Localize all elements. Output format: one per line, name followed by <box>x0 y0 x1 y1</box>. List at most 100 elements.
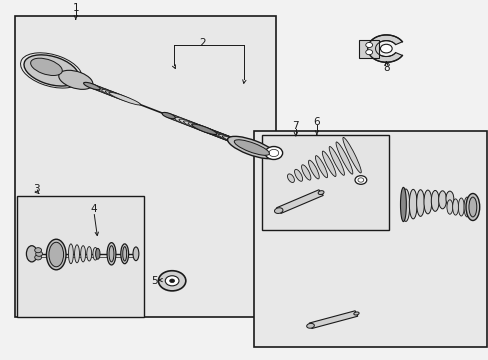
Text: 3: 3 <box>33 184 40 194</box>
Circle shape <box>268 149 278 157</box>
Ellipse shape <box>188 123 217 135</box>
Ellipse shape <box>468 197 476 217</box>
Circle shape <box>380 44 391 53</box>
Ellipse shape <box>243 144 271 156</box>
Ellipse shape <box>423 190 431 214</box>
Text: 4: 4 <box>90 204 97 214</box>
Ellipse shape <box>301 165 310 180</box>
Ellipse shape <box>452 199 458 215</box>
Ellipse shape <box>98 88 119 97</box>
Ellipse shape <box>109 246 114 262</box>
Ellipse shape <box>463 197 469 217</box>
Ellipse shape <box>68 244 73 264</box>
Text: 7: 7 <box>292 121 299 131</box>
Text: 1: 1 <box>72 3 79 13</box>
Ellipse shape <box>294 169 302 181</box>
Ellipse shape <box>430 190 438 211</box>
Circle shape <box>169 279 174 283</box>
Ellipse shape <box>122 247 126 261</box>
Ellipse shape <box>199 127 227 139</box>
Ellipse shape <box>315 156 327 178</box>
Ellipse shape <box>31 58 62 76</box>
Polygon shape <box>308 311 357 329</box>
Ellipse shape <box>322 151 335 176</box>
Circle shape <box>264 147 282 159</box>
Ellipse shape <box>408 189 416 219</box>
Ellipse shape <box>210 131 249 147</box>
Text: 2: 2 <box>199 38 206 48</box>
Ellipse shape <box>49 242 63 267</box>
Ellipse shape <box>169 116 189 124</box>
Circle shape <box>365 50 372 55</box>
Ellipse shape <box>174 117 196 127</box>
Ellipse shape <box>274 208 283 213</box>
Ellipse shape <box>133 247 139 261</box>
Ellipse shape <box>416 190 424 216</box>
Ellipse shape <box>94 86 112 94</box>
Ellipse shape <box>222 136 271 156</box>
Ellipse shape <box>306 323 314 328</box>
Ellipse shape <box>93 248 98 260</box>
Text: 8: 8 <box>382 63 389 73</box>
Ellipse shape <box>214 133 257 150</box>
Ellipse shape <box>195 125 220 136</box>
Ellipse shape <box>227 136 276 159</box>
Ellipse shape <box>191 124 217 135</box>
Wedge shape <box>367 35 402 62</box>
Polygon shape <box>276 190 323 213</box>
Ellipse shape <box>81 246 85 262</box>
Ellipse shape <box>234 140 269 155</box>
Ellipse shape <box>318 191 324 194</box>
Ellipse shape <box>165 114 182 121</box>
Circle shape <box>35 248 41 253</box>
Circle shape <box>354 176 366 184</box>
Ellipse shape <box>121 244 128 264</box>
Ellipse shape <box>87 84 98 89</box>
Ellipse shape <box>162 112 175 119</box>
Ellipse shape <box>96 248 100 259</box>
Ellipse shape <box>400 187 406 221</box>
Ellipse shape <box>179 119 203 129</box>
Ellipse shape <box>218 134 264 153</box>
Ellipse shape <box>206 130 242 144</box>
Ellipse shape <box>91 85 105 92</box>
Ellipse shape <box>102 89 126 100</box>
Ellipse shape <box>353 312 358 315</box>
Ellipse shape <box>287 174 294 183</box>
Circle shape <box>35 255 41 260</box>
Ellipse shape <box>26 246 37 262</box>
Ellipse shape <box>203 129 235 141</box>
Ellipse shape <box>401 189 409 221</box>
Circle shape <box>357 178 363 182</box>
Bar <box>261 135 388 230</box>
Ellipse shape <box>465 194 479 220</box>
Text: 5: 5 <box>150 276 157 286</box>
Polygon shape <box>359 40 378 58</box>
Circle shape <box>365 42 372 48</box>
Ellipse shape <box>183 121 210 132</box>
Ellipse shape <box>328 147 344 175</box>
Ellipse shape <box>107 243 116 265</box>
Circle shape <box>158 271 185 291</box>
Ellipse shape <box>24 55 79 86</box>
Ellipse shape <box>457 198 463 216</box>
Ellipse shape <box>105 91 133 102</box>
Circle shape <box>36 251 42 256</box>
Ellipse shape <box>308 160 319 179</box>
Ellipse shape <box>59 70 93 89</box>
Ellipse shape <box>446 200 452 214</box>
Ellipse shape <box>438 191 446 209</box>
Ellipse shape <box>335 142 352 174</box>
Bar <box>17 196 144 317</box>
Ellipse shape <box>87 247 92 261</box>
Ellipse shape <box>109 92 140 105</box>
Bar <box>254 131 486 347</box>
Ellipse shape <box>83 82 100 90</box>
Circle shape <box>165 276 179 286</box>
Text: 6: 6 <box>313 117 320 127</box>
Bar <box>15 16 276 317</box>
Ellipse shape <box>46 239 66 270</box>
Ellipse shape <box>75 245 79 263</box>
Ellipse shape <box>445 191 453 206</box>
Ellipse shape <box>342 138 361 173</box>
